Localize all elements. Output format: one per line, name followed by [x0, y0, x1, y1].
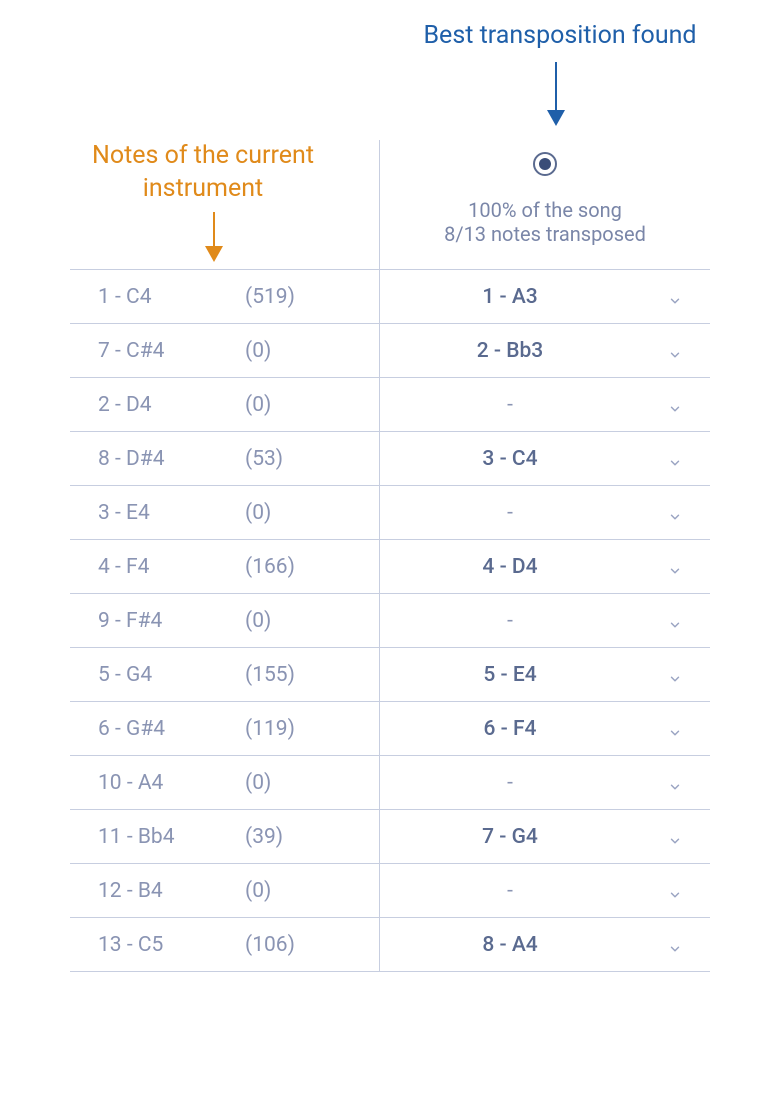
chevron-down-icon	[668, 668, 682, 682]
chevron-down-icon	[668, 884, 682, 898]
transposed-cell: 4 - D4	[380, 555, 640, 579]
count-cell: (53)	[245, 432, 380, 485]
table-row[interactable]: 8 - D#4(53)3 - C4	[70, 432, 710, 486]
transposed-cell: 3 - C4	[380, 447, 640, 471]
count-cell: (106)	[245, 918, 380, 971]
arrow-down-blue-icon	[555, 62, 557, 124]
note-cell: 9 - F#4	[70, 609, 245, 633]
expand-chevron[interactable]	[640, 776, 710, 790]
note-cell: 13 - C5	[70, 933, 245, 957]
table-row[interactable]: 13 - C5(106)8 - A4	[70, 918, 710, 972]
expand-chevron[interactable]	[640, 722, 710, 736]
expand-chevron[interactable]	[640, 290, 710, 304]
transposed-cell: 1 - A3	[380, 285, 640, 309]
chevron-down-icon	[668, 290, 682, 304]
note-cell: 4 - F4	[70, 555, 245, 579]
chevron-down-icon	[668, 722, 682, 736]
note-cell: 10 - A4	[70, 771, 245, 795]
count-cell: (0)	[245, 864, 380, 917]
table-row[interactable]: 11 - Bb4(39)7 - G4	[70, 810, 710, 864]
note-cell: 1 - C4	[70, 285, 245, 309]
note-cell: 8 - D#4	[70, 447, 245, 471]
note-cell: 7 - C#4	[70, 339, 245, 363]
chevron-down-icon	[668, 560, 682, 574]
chevron-down-icon	[668, 776, 682, 790]
count-cell: (0)	[245, 324, 380, 377]
note-cell: 5 - G4	[70, 663, 245, 687]
table-row[interactable]: 12 - B4(0)-	[70, 864, 710, 918]
chevron-down-icon	[668, 344, 682, 358]
header-notes-text: 8/13 notes transposed	[444, 222, 646, 246]
expand-chevron[interactable]	[640, 452, 710, 466]
expand-chevron[interactable]	[640, 668, 710, 682]
table-row[interactable]: 5 - G4(155)5 - E4	[70, 648, 710, 702]
table-header: 100% of the song 8/13 notes transposed	[70, 140, 710, 270]
header-right: 100% of the song 8/13 notes transposed	[380, 140, 710, 269]
note-cell: 3 - E4	[70, 501, 245, 525]
note-cell: 2 - D4	[70, 393, 245, 417]
note-cell: 6 - G#4	[70, 717, 245, 741]
count-cell: (155)	[245, 648, 380, 701]
count-cell: (519)	[245, 270, 380, 323]
count-cell: (119)	[245, 702, 380, 755]
annotation-best-transposition: Best transposition found	[380, 20, 740, 53]
expand-chevron[interactable]	[640, 938, 710, 952]
table-row[interactable]: 10 - A4(0)-	[70, 756, 710, 810]
chevron-down-icon	[668, 452, 682, 466]
chevron-down-icon	[668, 830, 682, 844]
chevron-down-icon	[668, 938, 682, 952]
count-cell: (166)	[245, 540, 380, 593]
table-row[interactable]: 4 - F4(166)4 - D4	[70, 540, 710, 594]
header-percent-text: 100% of the song	[468, 198, 622, 222]
transposed-cell: -	[380, 879, 640, 903]
count-cell: (0)	[245, 594, 380, 647]
transposed-cell: 7 - G4	[380, 825, 640, 849]
count-cell: (0)	[245, 378, 380, 431]
table-row[interactable]: 1 - C4(519)1 - A3	[70, 270, 710, 324]
expand-chevron[interactable]	[640, 614, 710, 628]
header-left-empty	[70, 140, 380, 269]
radio-selected-icon	[539, 158, 551, 170]
table-row[interactable]: 7 - C#4(0)2 - Bb3	[70, 324, 710, 378]
expand-chevron[interactable]	[640, 506, 710, 520]
note-cell: 11 - Bb4	[70, 825, 245, 849]
table-row[interactable]: 9 - F#4(0)-	[70, 594, 710, 648]
expand-chevron[interactable]	[640, 560, 710, 574]
count-cell: (0)	[245, 756, 380, 809]
count-cell: (0)	[245, 486, 380, 539]
table-row[interactable]: 3 - E4(0)-	[70, 486, 710, 540]
note-cell: 12 - B4	[70, 879, 245, 903]
transposed-cell: -	[380, 771, 640, 795]
table-row[interactable]: 6 - G#4(119)6 - F4	[70, 702, 710, 756]
transposed-cell: 2 - Bb3	[380, 339, 640, 363]
chevron-down-icon	[668, 614, 682, 628]
chevron-down-icon	[668, 506, 682, 520]
expand-chevron[interactable]	[640, 398, 710, 412]
transposed-cell: 5 - E4	[380, 663, 640, 687]
transposed-cell: -	[380, 609, 640, 633]
count-cell: (39)	[245, 810, 380, 863]
best-transposition-radio[interactable]	[533, 152, 557, 176]
expand-chevron[interactable]	[640, 344, 710, 358]
chevron-down-icon	[668, 398, 682, 412]
expand-chevron[interactable]	[640, 830, 710, 844]
transposed-cell: -	[380, 393, 640, 417]
expand-chevron[interactable]	[640, 884, 710, 898]
transposition-table: 100% of the song 8/13 notes transposed 1…	[70, 140, 710, 972]
transposed-cell: 6 - F4	[380, 717, 640, 741]
transposed-cell: 8 - A4	[380, 933, 640, 957]
transposed-cell: -	[380, 501, 640, 525]
table-row[interactable]: 2 - D4(0)-	[70, 378, 710, 432]
